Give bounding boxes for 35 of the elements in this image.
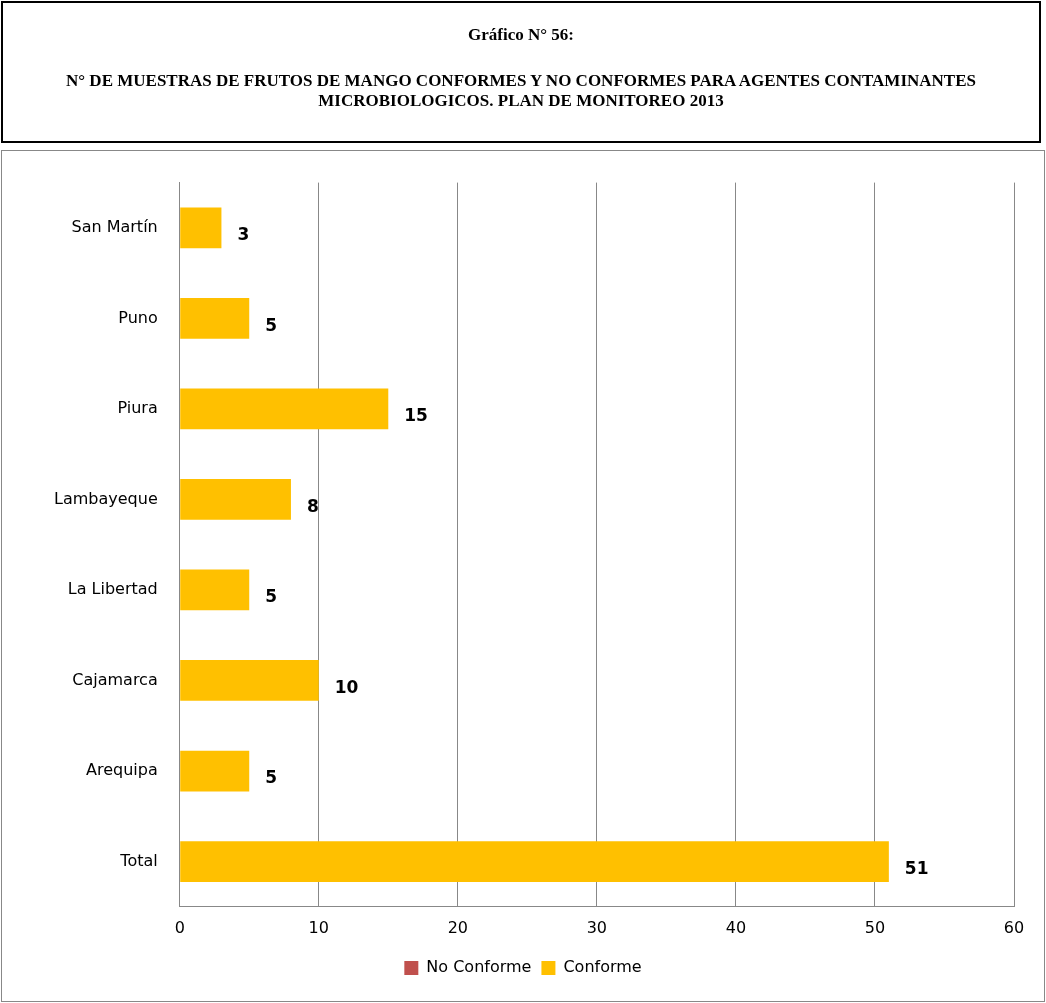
y-tick-label: Lambayeque (54, 488, 158, 508)
x-tick-label: 30 (586, 917, 608, 937)
x-tick-label: 50 (864, 917, 886, 937)
chart-title: Gráfico N° 56: (467, 25, 575, 45)
data-label: 3 (237, 224, 250, 245)
bar (180, 479, 291, 520)
data-label: 10 (334, 676, 359, 697)
y-tick-label: Piura (117, 398, 158, 418)
legend-label: Conforme (563, 957, 642, 977)
data-label: 8 (306, 495, 319, 516)
bar (180, 841, 889, 882)
y-tick-label: Arequipa (86, 760, 158, 780)
bar (180, 388, 389, 430)
bar (180, 569, 250, 611)
bar (180, 298, 250, 339)
data-label: 5 (265, 767, 278, 788)
x-tick-label: 0 (174, 917, 185, 937)
y-tick-label: Puno (118, 307, 158, 327)
bar (180, 750, 250, 792)
bar (180, 207, 222, 249)
y-tick-label: La Libertad (67, 579, 158, 599)
x-tick-label: 60 (1003, 917, 1025, 937)
data-label: 5 (265, 586, 278, 607)
x-tick-label: 10 (308, 917, 329, 937)
chart-subtitle: N° DE MUESTRAS DE FRUTOS DE MANGO CONFORMES Y NO CONFORMES PARA AGENTES CONTAMINANTES MICROBIOLOGICOS. PLAN DE MONITOREO 2013 (65, 71, 977, 111)
x-tick-label: 20 (447, 917, 468, 937)
data-label: 5 (265, 314, 278, 335)
bar (180, 660, 319, 701)
legend-label: No Conforme (426, 957, 532, 977)
x-tick-label: 40 (725, 917, 747, 937)
data-label: 15 (404, 405, 428, 426)
y-tick-label: Cajamarca (72, 669, 158, 689)
y-tick-label: San Martín (71, 217, 158, 237)
y-tick-label: Total (119, 850, 158, 870)
data-label: 51 (904, 857, 929, 878)
